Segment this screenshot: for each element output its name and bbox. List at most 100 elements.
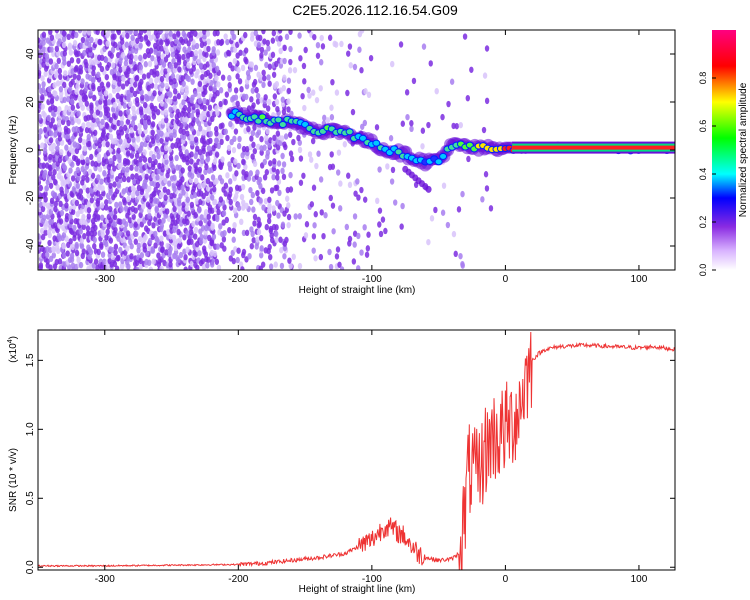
spectrogram-cell xyxy=(352,213,358,220)
spectrogram-cell xyxy=(249,243,254,250)
spectrogram-cell xyxy=(274,230,279,238)
spectrogram-cell xyxy=(228,120,233,128)
spectrogram-cell xyxy=(146,107,151,115)
spectrogram-cell xyxy=(298,155,304,162)
spectrogram-cell xyxy=(42,147,48,155)
spectrogram-cell xyxy=(153,242,158,249)
spectrogram-cell xyxy=(59,175,64,182)
spectrogram-cell xyxy=(108,182,113,189)
spectrogram-cell xyxy=(252,160,258,168)
spectrogram-cell xyxy=(288,150,294,157)
spectrogram-cell xyxy=(57,119,62,126)
spectrogram-cell xyxy=(264,223,269,231)
spectrogram-cell xyxy=(433,206,438,214)
spectrogram-cell xyxy=(127,113,132,121)
spectrogram-cell xyxy=(214,65,220,73)
spectrogram-cell xyxy=(133,54,139,62)
spectrogram-cell xyxy=(253,30,258,37)
spectrogram-cell xyxy=(109,261,114,268)
spectrogram-cell xyxy=(426,121,431,129)
spectrogram-cell xyxy=(192,233,198,240)
spectrogram-cell xyxy=(263,197,269,205)
spectrogram-cell xyxy=(87,140,92,148)
spectrogram-cell xyxy=(148,47,154,54)
spectrogram-cell xyxy=(177,237,182,244)
spectrogram-cell xyxy=(125,158,130,165)
spectrogram-cell xyxy=(129,53,134,61)
spectrogram-cell xyxy=(96,248,101,256)
spectrogram-cell xyxy=(40,205,46,213)
spectrogram-cell xyxy=(172,88,178,95)
spectrogram-cell xyxy=(266,217,272,225)
spectrogram-cell xyxy=(156,252,161,259)
spectrogram-cell xyxy=(282,74,287,81)
spectrogram-cell xyxy=(142,118,148,126)
spectrogram-cell xyxy=(460,262,465,269)
spectrogram-cell xyxy=(69,57,75,64)
spectrogram-cell xyxy=(262,75,267,82)
spectrogram-cell xyxy=(53,200,58,208)
spectrogram-cell xyxy=(258,234,264,242)
spectrogram-cell xyxy=(70,104,76,111)
spectrogram-cell xyxy=(206,256,211,263)
spectrogram-cell xyxy=(48,137,54,144)
spectrogram-cell xyxy=(269,187,275,194)
spectrogram-cell xyxy=(47,85,52,93)
spectrogram-cell xyxy=(286,87,292,95)
spectrogram-cell xyxy=(219,138,224,146)
spectrogram-cell xyxy=(280,96,286,103)
spectrogram-cell xyxy=(165,228,171,236)
spectrogram-cell xyxy=(100,30,106,37)
spectrogram-cell xyxy=(233,158,238,165)
spectrogram-cell xyxy=(336,149,342,156)
spectrogram-cell xyxy=(247,252,252,260)
spectrogram-cell xyxy=(189,112,195,119)
spectrogram-cell xyxy=(130,34,135,42)
spectrogram-cell xyxy=(172,174,177,181)
spectrogram-cell xyxy=(219,178,225,185)
spectrogram-cell xyxy=(262,158,268,166)
spectrogram-cell xyxy=(124,41,129,48)
spectrogram-cell xyxy=(48,58,54,65)
spectrogram-cell xyxy=(240,204,246,211)
spectrogram-cell xyxy=(125,230,131,237)
spectrogram-cell xyxy=(232,135,237,143)
spectrogram-cell xyxy=(339,40,344,48)
spectrogram-cell xyxy=(237,135,242,143)
spectrogram-cell xyxy=(79,237,85,244)
spectrogram-cell xyxy=(286,221,291,229)
spectrogram-cell xyxy=(142,156,148,163)
spectrogram-cell xyxy=(314,162,319,170)
spectrogram-cell xyxy=(264,134,269,142)
spectrogram-cell xyxy=(411,77,417,85)
spectrogram-cell xyxy=(363,88,368,95)
spectrogram-cell xyxy=(106,81,111,88)
spectrogram-cell xyxy=(163,109,169,116)
spectrogram-cell xyxy=(311,89,316,96)
spectrogram-y-tick-label: -20 xyxy=(25,190,36,205)
spectrogram-cell xyxy=(178,251,184,259)
spectrogram-cell xyxy=(181,189,186,196)
spectrogram-cell xyxy=(250,129,256,137)
spectrogram-cell xyxy=(45,37,51,44)
colorbar-tick-label: 0.8 xyxy=(698,72,708,85)
spectrogram-cell xyxy=(182,93,188,101)
spectrogram-cell xyxy=(78,188,84,195)
spectrogram-cell xyxy=(191,43,196,51)
spectrogram-cell xyxy=(249,226,254,233)
spectrogram-cell xyxy=(228,178,233,185)
spectrogram-cell xyxy=(164,135,170,143)
spectrogram-cell xyxy=(110,30,115,35)
spectrogram-cell xyxy=(205,262,210,269)
spectrogram-cell xyxy=(251,237,256,244)
spectrogram-cell xyxy=(210,222,215,230)
spectrogram-cell xyxy=(257,221,262,228)
spectrogram-cell xyxy=(181,201,186,209)
spectrogram-cell xyxy=(96,71,101,79)
spectrogram-cell xyxy=(270,37,276,44)
spectrogram-cell xyxy=(61,162,66,169)
spectrogram-cell xyxy=(241,145,247,153)
spectrogram-cell xyxy=(186,62,191,69)
spectrogram-cell xyxy=(201,138,207,145)
spectrogram-cell xyxy=(276,40,282,47)
